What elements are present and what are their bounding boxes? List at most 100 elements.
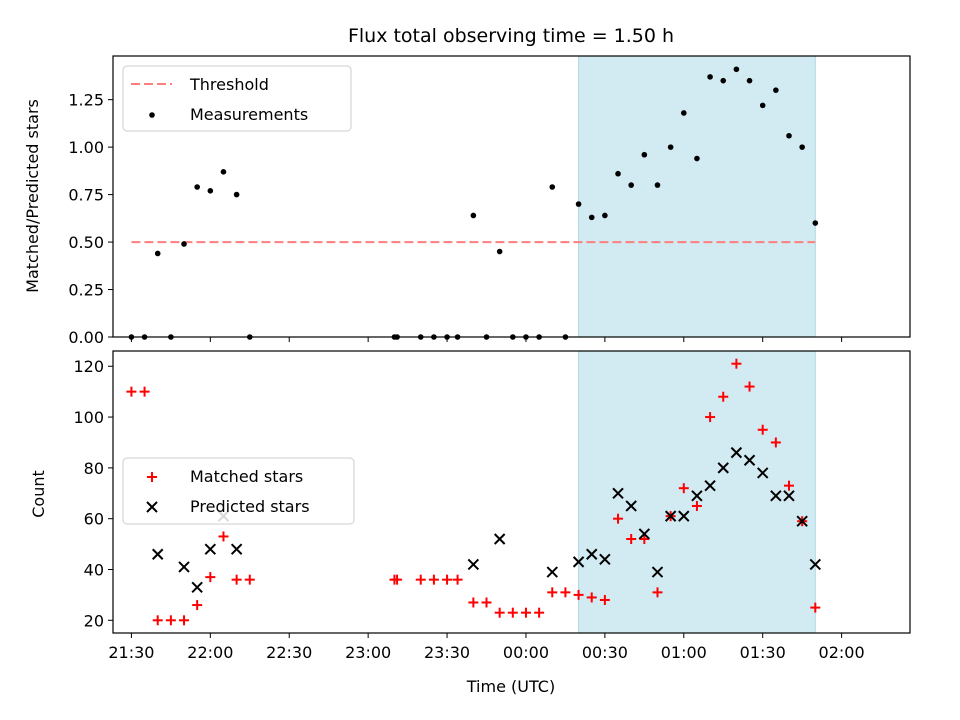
predicted-star-point [651, 566, 664, 578]
predicted-star-point [783, 490, 795, 502]
measurement-point [667, 144, 674, 150]
x-tick-label: 02:00 [819, 643, 865, 662]
predicted-star-stroke [572, 556, 585, 568]
bottom-y-tick-label: 20 [84, 611, 104, 630]
predicted-star-stroke [230, 543, 243, 555]
bottom-y-tick-label: 120 [73, 357, 104, 376]
predicted-star-stroke [651, 566, 664, 578]
predicted-star-stroke [717, 462, 729, 474]
bottom-y-tick-label: 80 [84, 459, 104, 478]
measurement-point [588, 214, 595, 221]
legend-measurement-marker [149, 112, 155, 118]
matched-star-point [705, 412, 716, 423]
matched-star-point [205, 572, 216, 583]
measurement-point [812, 220, 819, 226]
predicted-star-point [664, 510, 677, 522]
measurement-point [575, 201, 582, 207]
measurement-point [602, 212, 608, 219]
predicted-star-stroke [191, 581, 203, 593]
measurement-point [154, 250, 161, 257]
predicted-star-point [467, 558, 480, 571]
x-axis-label: Time (UTC) [466, 677, 555, 696]
predicted-star-point [493, 533, 506, 545]
matched-star-point [192, 600, 203, 611]
legend-box [122, 457, 355, 525]
top-y-tick-label: 0.25 [68, 281, 104, 300]
matched-star-point [639, 534, 650, 544]
measurement-point [680, 110, 687, 116]
matched-star-point [626, 534, 637, 544]
predicted-star-point [743, 454, 756, 466]
predicted-star-point [704, 479, 716, 492]
bottom-y-tick-label: 40 [84, 560, 104, 579]
top-y-tick-label: 1.25 [68, 91, 104, 110]
matched-star-point [452, 574, 463, 585]
predicted-star-stroke [152, 548, 164, 560]
matched-star-point [442, 574, 453, 585]
matched-star-point [392, 574, 403, 585]
matched-star-point [165, 615, 176, 626]
matched-star-point [652, 587, 663, 598]
predicted-star-point [546, 566, 558, 578]
chart-title: Flux total observing time = 1.50 h [348, 25, 674, 47]
measurement-point [615, 170, 621, 177]
measurement-point [496, 248, 503, 255]
predicted-star-point [152, 548, 164, 560]
measurement-point [641, 151, 648, 158]
predicted-star-point [770, 490, 782, 502]
predicted-star-point [717, 462, 729, 474]
predicted-star-stroke [678, 510, 690, 522]
legend-matched-marker [147, 472, 157, 482]
measurement-point [759, 102, 766, 109]
matched-star-point [613, 513, 624, 524]
matched-star-point [691, 500, 702, 511]
x-tick-label: 00:30 [582, 643, 628, 662]
matched-star-point [520, 607, 531, 618]
predicted-star-point [586, 548, 598, 560]
top-y-tick-label: 0.00 [68, 328, 104, 347]
predicted-star-stroke [704, 479, 716, 492]
matched-star-point [547, 587, 558, 598]
matched-star-point [244, 574, 255, 585]
top-shaded-span [578, 55, 816, 338]
legend-box [122, 65, 352, 132]
x-tick-label: 21:30 [108, 643, 154, 662]
matched-star-point [678, 483, 689, 494]
matched-star-point [560, 587, 571, 598]
x-tick-label: 01:30 [740, 643, 786, 662]
predicted-star-stroke [612, 487, 624, 499]
legend-predicted-marker [146, 501, 158, 513]
predicted-star-point [730, 446, 743, 459]
matched-star-point [481, 597, 492, 608]
matched-star-point [784, 480, 795, 491]
predicted-star-stroke [796, 515, 808, 527]
legend-predicted-label: Predicted stars [190, 497, 310, 516]
matched-star-point [139, 386, 150, 397]
matched-star-point [415, 574, 426, 585]
measurement-point [694, 155, 700, 162]
bottom-y-axis-label: Count [29, 470, 48, 518]
x-tick-label: 22:00 [187, 643, 233, 662]
measurement-point [207, 188, 214, 194]
legend-threshold-label: Threshold [189, 75, 269, 94]
top-y-tick-label: 0.50 [68, 233, 104, 252]
x-tick-label: 23:30 [424, 643, 470, 662]
predicted-star-stroke [664, 510, 677, 522]
predicted-star-point [572, 556, 585, 568]
legend-predicted-stroke [146, 501, 158, 513]
measurement-point [549, 184, 556, 190]
matched-star-point [599, 594, 610, 605]
predicted-star-point [796, 515, 808, 527]
measurement-point [181, 241, 187, 247]
predicted-star-point [678, 510, 690, 522]
measurement-point [707, 74, 713, 80]
measurement-point [773, 87, 779, 93]
matched-star-point [718, 391, 729, 402]
predicted-star-stroke [493, 533, 506, 545]
matched-star-point [218, 531, 229, 542]
predicted-star-point [191, 581, 203, 593]
bottom-y-tick-label: 100 [73, 408, 104, 427]
matched-star-point [179, 615, 190, 626]
predicted-star-point [178, 561, 190, 573]
predicted-star-point [599, 553, 611, 566]
